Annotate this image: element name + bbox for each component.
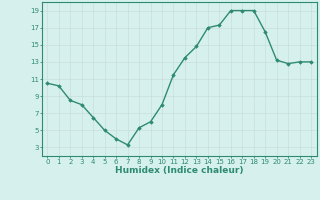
X-axis label: Humidex (Indice chaleur): Humidex (Indice chaleur) bbox=[115, 166, 244, 175]
